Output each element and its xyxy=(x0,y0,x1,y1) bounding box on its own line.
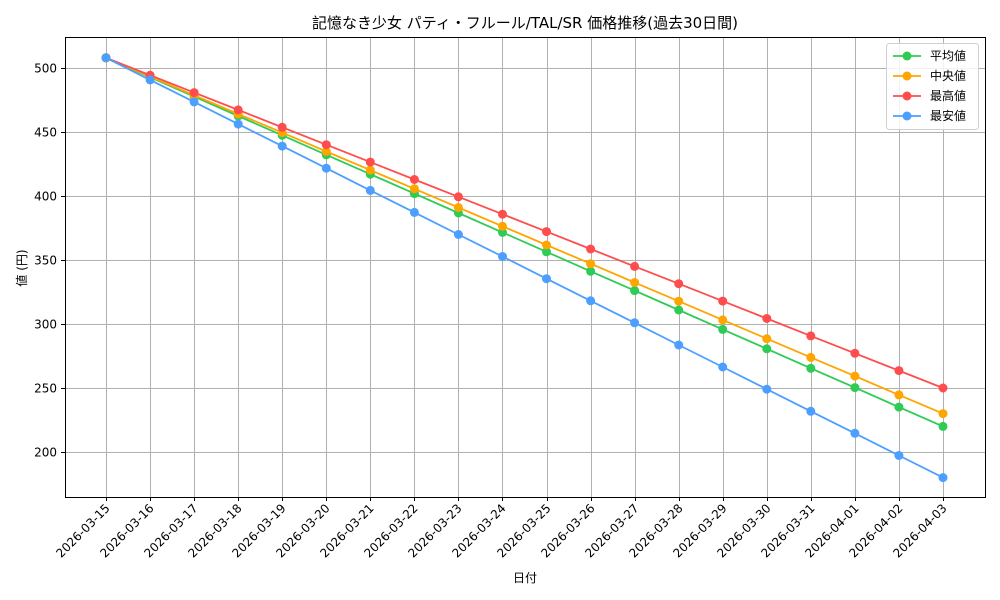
data-point xyxy=(850,348,860,358)
data-point xyxy=(894,402,904,412)
data-point xyxy=(850,371,860,381)
data-point xyxy=(762,334,772,344)
y-tick-label: 350 xyxy=(34,254,57,268)
data-point xyxy=(674,296,684,306)
y-tick-label: 200 xyxy=(34,446,57,460)
data-point xyxy=(938,421,948,431)
data-point xyxy=(630,318,640,328)
legend-label: 平均値 xyxy=(930,48,966,63)
data-point xyxy=(277,122,287,132)
data-point xyxy=(762,384,772,394)
series-path xyxy=(105,56,944,479)
data-point xyxy=(674,340,684,350)
legend-marker-icon xyxy=(902,71,912,81)
data-point xyxy=(586,296,596,306)
data-point xyxy=(806,406,816,416)
data-point xyxy=(365,157,375,167)
data-series xyxy=(101,53,948,483)
data-point xyxy=(586,244,596,254)
y-tick-label: 450 xyxy=(34,126,57,140)
data-point xyxy=(498,252,507,261)
series-path xyxy=(105,56,944,389)
series-line xyxy=(101,53,948,393)
data-point xyxy=(233,105,243,115)
x-axis-label: 日付 xyxy=(513,571,537,585)
data-point xyxy=(321,147,331,156)
data-point xyxy=(586,259,596,269)
data-point xyxy=(806,352,816,362)
data-point xyxy=(453,203,463,212)
data-point xyxy=(806,363,816,373)
data-point xyxy=(894,451,904,460)
legend-marker-icon xyxy=(902,91,912,101)
data-point xyxy=(630,278,640,287)
data-point xyxy=(498,209,507,219)
data-point xyxy=(101,53,111,63)
data-point xyxy=(542,240,551,250)
data-point xyxy=(277,141,287,151)
data-point xyxy=(233,119,243,129)
data-point xyxy=(409,207,419,217)
data-point xyxy=(718,362,728,372)
data-point xyxy=(542,227,551,237)
data-point xyxy=(674,279,684,289)
legend-label: 中央値 xyxy=(930,68,966,83)
data-point xyxy=(762,314,772,323)
series-path xyxy=(105,56,944,415)
data-point xyxy=(630,261,640,271)
series-line xyxy=(101,53,948,419)
data-point xyxy=(321,140,331,150)
legend-marker-icon xyxy=(902,111,912,121)
data-point xyxy=(453,230,463,239)
series-path xyxy=(105,56,944,428)
data-point xyxy=(365,185,375,195)
data-point xyxy=(630,286,640,296)
data-point xyxy=(850,428,860,438)
data-point xyxy=(586,266,596,276)
x-axis-ticks: 2026-03-152026-03-162026-03-172026-03-18… xyxy=(53,497,950,560)
data-point xyxy=(762,344,772,354)
series-line xyxy=(101,53,948,483)
data-point xyxy=(938,473,948,483)
data-point xyxy=(542,274,551,284)
legend-label: 最高値 xyxy=(930,88,966,103)
chart-title: 記憶なき少女 パティ・フルール/TAL/SR 価格推移(過去30日間) xyxy=(312,14,738,32)
y-tick-label: 500 xyxy=(34,62,57,76)
data-point xyxy=(938,383,948,393)
y-tick-label: 250 xyxy=(34,382,57,396)
data-point xyxy=(894,390,904,400)
data-point xyxy=(498,221,507,231)
data-point xyxy=(938,409,948,419)
data-point xyxy=(806,331,816,341)
data-point xyxy=(718,324,728,334)
data-point xyxy=(145,75,155,85)
legend-frame xyxy=(886,43,979,130)
legend-marker-icon xyxy=(902,51,912,61)
data-point xyxy=(189,97,199,107)
data-point xyxy=(718,315,728,325)
grid-lines xyxy=(65,37,985,497)
data-point xyxy=(189,88,199,98)
y-axis-label: 値 (円) xyxy=(14,249,29,286)
data-point xyxy=(321,163,331,173)
data-point xyxy=(409,184,419,194)
legend-label: 最安値 xyxy=(930,108,966,123)
data-point xyxy=(453,192,463,202)
y-tick-label: 400 xyxy=(34,190,57,204)
y-axis-ticks: 200 250 300 350 400 450 500 xyxy=(34,62,65,460)
data-point xyxy=(894,366,904,376)
data-point xyxy=(850,383,860,393)
data-point xyxy=(674,305,684,315)
data-point xyxy=(718,296,728,306)
data-point xyxy=(542,247,551,257)
plot-frame xyxy=(65,37,986,498)
y-tick-label: 300 xyxy=(34,318,57,332)
data-point xyxy=(409,175,419,184)
data-point xyxy=(365,165,375,175)
